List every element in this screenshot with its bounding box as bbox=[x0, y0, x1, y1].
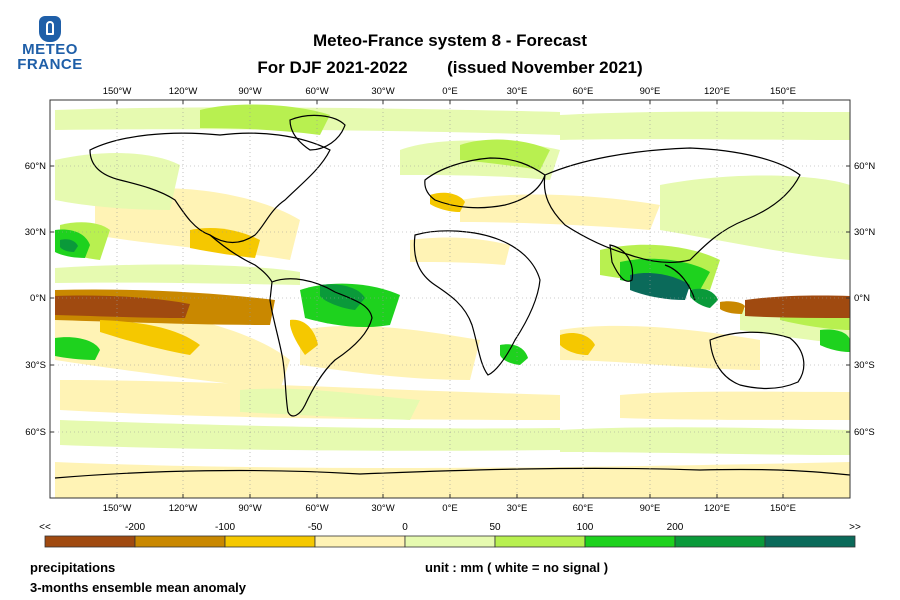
legend-swatch bbox=[134, 535, 226, 548]
lon-label-top: 60°E bbox=[573, 86, 594, 97]
lon-label-bottom: 150°W bbox=[103, 503, 132, 514]
lat-label-left: 30°N bbox=[25, 227, 46, 238]
lon-label-bottom: 150°E bbox=[770, 503, 796, 514]
legend-swatch bbox=[764, 535, 856, 548]
lon-label-bottom: 0°E bbox=[442, 503, 457, 514]
legend-tick-label: 50 bbox=[489, 522, 501, 533]
color-legend: << -200 -100 -50 0 50 100 200 >> bbox=[39, 522, 861, 548]
lon-label-bottom: 90°E bbox=[640, 503, 661, 514]
southeast-asia-outline bbox=[664, 264, 696, 301]
lat-label-right: 60°N bbox=[854, 161, 875, 172]
graticule bbox=[50, 100, 850, 498]
lon-label-top: 30°W bbox=[371, 86, 394, 97]
legend-swatch bbox=[224, 535, 316, 548]
lon-label-bottom: 90°W bbox=[238, 503, 261, 514]
europe-outline bbox=[424, 157, 546, 209]
footer-variable: precipitations bbox=[30, 560, 116, 575]
anomaly-wet-extreme-areas bbox=[60, 239, 718, 310]
lon-label-top: 60°W bbox=[305, 86, 328, 97]
anomaly-dry-strong-areas bbox=[55, 192, 850, 355]
logo-line1: METEO bbox=[22, 41, 78, 58]
lat-label-right: 30°S bbox=[854, 360, 875, 371]
anomaly-wet-light-areas bbox=[55, 107, 850, 455]
lat-label-left: 30°S bbox=[25, 360, 46, 371]
lat-label-right: 30°N bbox=[854, 227, 875, 238]
legend-swatch bbox=[494, 535, 586, 548]
legend-tick-label: 200 bbox=[667, 522, 684, 533]
asia-outline bbox=[543, 147, 801, 264]
lat-label-right: 0°N bbox=[854, 293, 870, 304]
legend-swatch bbox=[584, 535, 676, 548]
map-title-season: For DJF 2021-2022 bbox=[257, 58, 408, 77]
lon-label-top: 150°W bbox=[103, 86, 132, 97]
legend-tick-label: -200 bbox=[125, 522, 145, 533]
lon-label-bottom: 30°W bbox=[371, 503, 394, 514]
legend-swatch bbox=[44, 535, 136, 548]
lat-label-left: 60°S bbox=[25, 427, 46, 438]
meteo-france-logo: METEO FRANCE bbox=[14, 16, 86, 86]
legend-tick-label: >> bbox=[849, 522, 861, 533]
lon-label-bottom: 60°E bbox=[573, 503, 594, 514]
australia-outline bbox=[709, 331, 805, 389]
south-america-outline bbox=[269, 278, 373, 417]
lon-label-top: 120°E bbox=[704, 86, 730, 97]
legend-swatch bbox=[404, 535, 496, 548]
africa-outline bbox=[413, 230, 541, 376]
lon-label-top: 120°W bbox=[169, 86, 198, 97]
legend-tick-label: -50 bbox=[308, 522, 323, 533]
legend-tick-label: 0 bbox=[402, 522, 408, 533]
footer-description: 3-months ensemble mean anomaly bbox=[30, 580, 247, 595]
india-outline bbox=[609, 244, 634, 282]
lat-label-left: 60°N bbox=[25, 161, 46, 172]
central-america-outline bbox=[209, 234, 273, 283]
map-title-line2: For DJF 2021-2022 (issued November 2021) bbox=[0, 58, 900, 78]
logo-mark-icon bbox=[39, 16, 61, 42]
antarctica-outline bbox=[54, 467, 850, 479]
lon-label-top: 30°E bbox=[507, 86, 528, 97]
footer-unit: unit : mm ( white = no signal ) bbox=[425, 560, 609, 575]
north-america-outline bbox=[89, 132, 331, 244]
logo-line2: FRANCE bbox=[17, 56, 83, 73]
lon-label-bottom: 60°W bbox=[305, 503, 328, 514]
lon-label-top: 90°E bbox=[640, 86, 661, 97]
lon-label-bottom: 120°W bbox=[169, 503, 198, 514]
greenland-outline bbox=[289, 114, 346, 151]
lon-label-top: 0°E bbox=[442, 86, 457, 97]
lat-labels-right: 60°N 30°N 0°N 30°S 60°S bbox=[854, 161, 875, 438]
lat-label-right: 60°S bbox=[854, 427, 875, 438]
lon-label-top: 90°W bbox=[238, 86, 261, 97]
legend-swatch bbox=[674, 535, 766, 548]
map-title-line1: Meteo-France system 8 - Forecast bbox=[313, 31, 587, 50]
legend-tick-label: -100 bbox=[215, 522, 235, 533]
lon-labels-bottom: 150°W 120°W 90°W 60°W 30°W 0°E 30°E 60°E 90°E 120… bbox=[103, 503, 796, 514]
lat-labels-left: 60°N 30°N 0°N 30°S 60°S bbox=[25, 161, 46, 438]
legend-swatch bbox=[314, 535, 406, 548]
map-title-issued: (issued November 2021) bbox=[447, 58, 643, 77]
legend-tick-label: << bbox=[39, 522, 51, 533]
lon-label-bottom: 120°E bbox=[704, 503, 730, 514]
lon-labels-top: 150°W 120°W 90°W 60°W 30°W 0°E 30°E 60°E 90°E 120… bbox=[103, 86, 796, 97]
map-ticks bbox=[50, 100, 850, 498]
lon-label-top: 150°E bbox=[770, 86, 796, 97]
legend-tick-label: 100 bbox=[577, 522, 594, 533]
coastlines bbox=[54, 114, 850, 479]
lon-label-bottom: 30°E bbox=[507, 503, 528, 514]
lat-label-left: 0°N bbox=[30, 293, 46, 304]
